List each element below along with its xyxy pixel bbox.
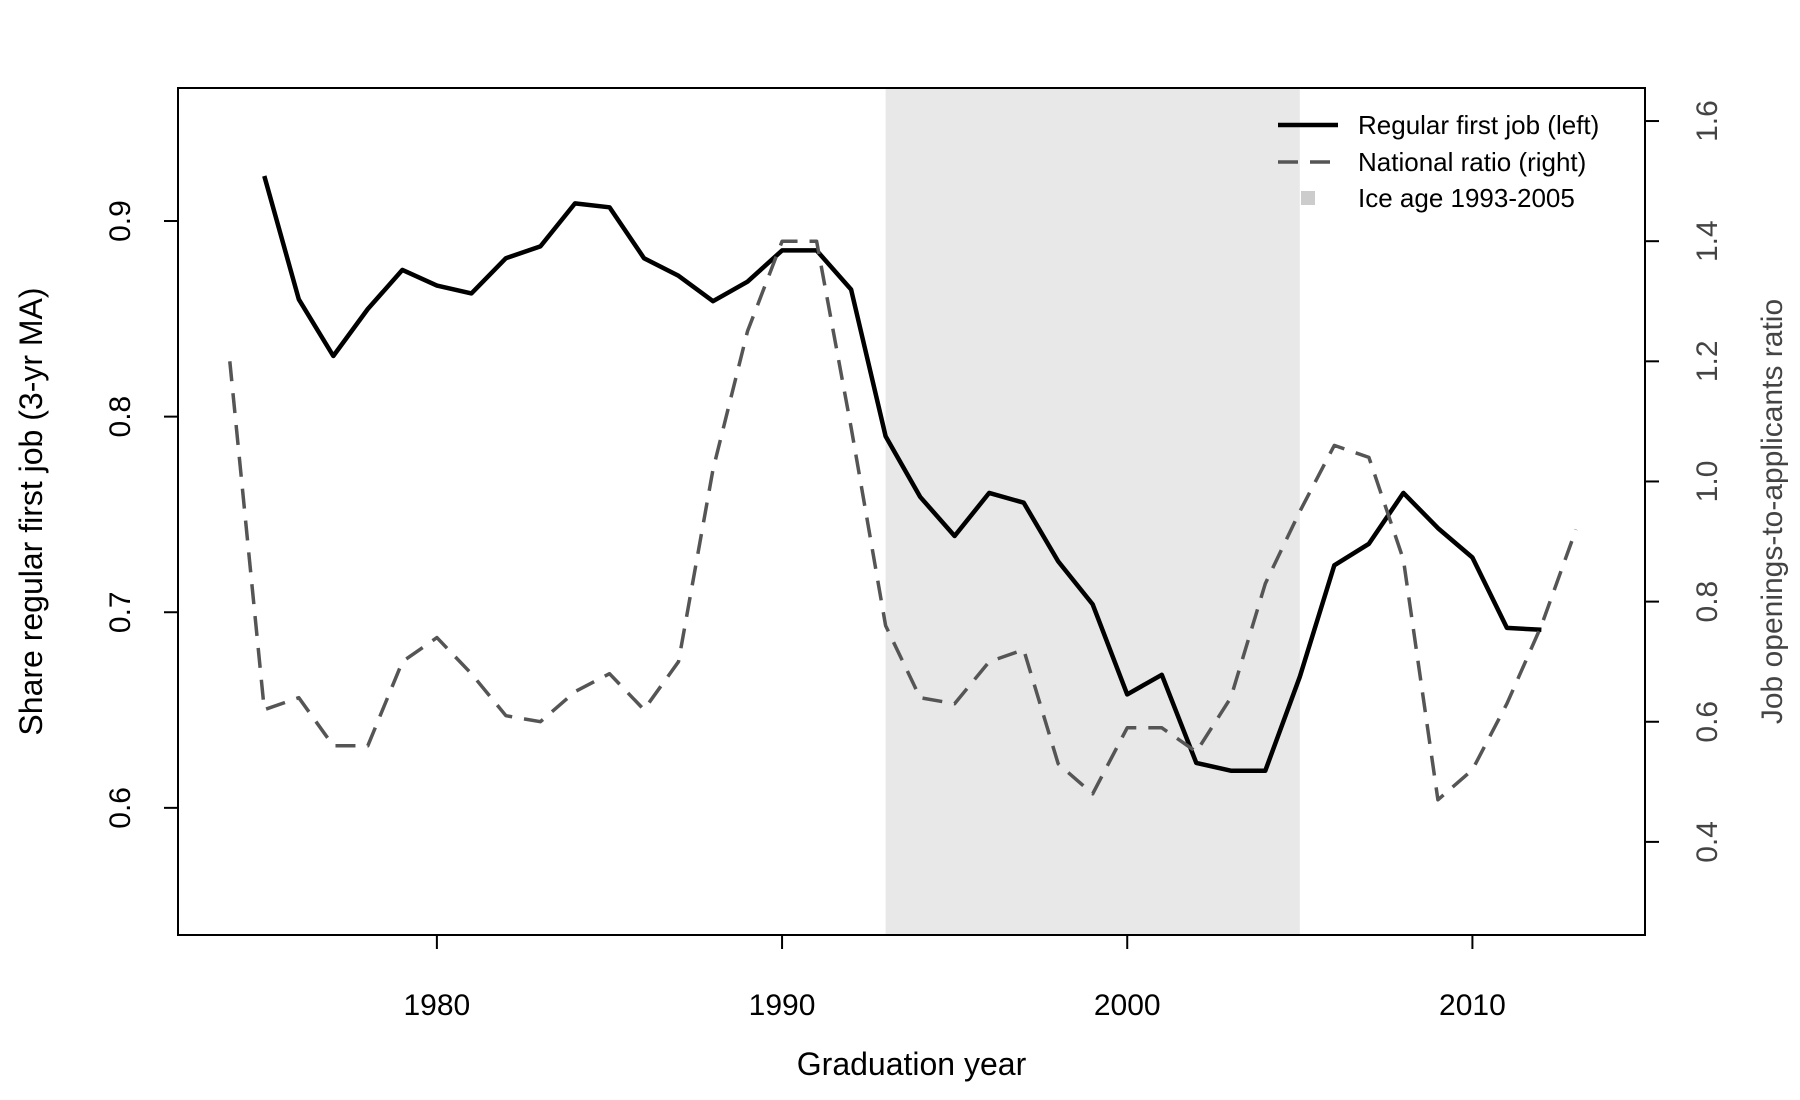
x-tick-label-2000: 2000 (1094, 989, 1161, 1022)
x-axis: 1980 1990 2000 2010 (404, 934, 1506, 1022)
y-right-tick-label-0.4: 0.4 (1691, 821, 1724, 863)
y-right-tick-label-1: 1.0 (1691, 461, 1724, 503)
series-layer (228, 175, 1578, 802)
y-left-tick-label-0.8: 0.8 (104, 396, 137, 438)
legend-swatch-ice-age (1301, 191, 1315, 205)
x-axis-title: Graduation year (797, 1046, 1027, 1082)
legend-label-regular-first-job: Regular first job (left) (1358, 110, 1599, 140)
x-tick-label-1980: 1980 (404, 989, 471, 1022)
y-axis-left-title: Share regular first job (3-yr MA) (13, 287, 49, 735)
legend-label-ice-age: Ice age 1993-2005 (1358, 183, 1575, 213)
ice-age-shaded-region (885, 88, 1300, 935)
y-right-tick-label-1.4: 1.4 (1691, 220, 1724, 262)
x-tick-label-2010: 2010 (1439, 989, 1506, 1022)
legend-label-national-ratio: National ratio (right) (1358, 147, 1586, 177)
series-line-regular-first-job (262, 175, 1542, 773)
y-right-tick-label-0.8: 0.8 (1691, 581, 1724, 623)
y-axis-left: 0.6 0.7 0.8 0.9 (104, 200, 178, 829)
y-right-tick-label-1.6: 1.6 (1691, 100, 1724, 142)
y-axis-right: 0.4 0.6 0.8 1.0 1.2 1.4 1.6 (1644, 100, 1724, 863)
y-left-tick-label-0.9: 0.9 (104, 200, 137, 242)
y-left-tick-label-0.6: 0.6 (104, 787, 137, 829)
y-left-tick-label-0.7: 0.7 (104, 591, 137, 633)
y-axis-right-title: Job openings-to-applicants ratio (1756, 299, 1789, 724)
legend: Regular first job (left) National ratio … (1278, 110, 1599, 213)
y-right-tick-label-0.6: 0.6 (1691, 701, 1724, 743)
x-tick-label-1990: 1990 (749, 989, 816, 1022)
y-right-tick-label-1.2: 1.2 (1691, 340, 1724, 382)
